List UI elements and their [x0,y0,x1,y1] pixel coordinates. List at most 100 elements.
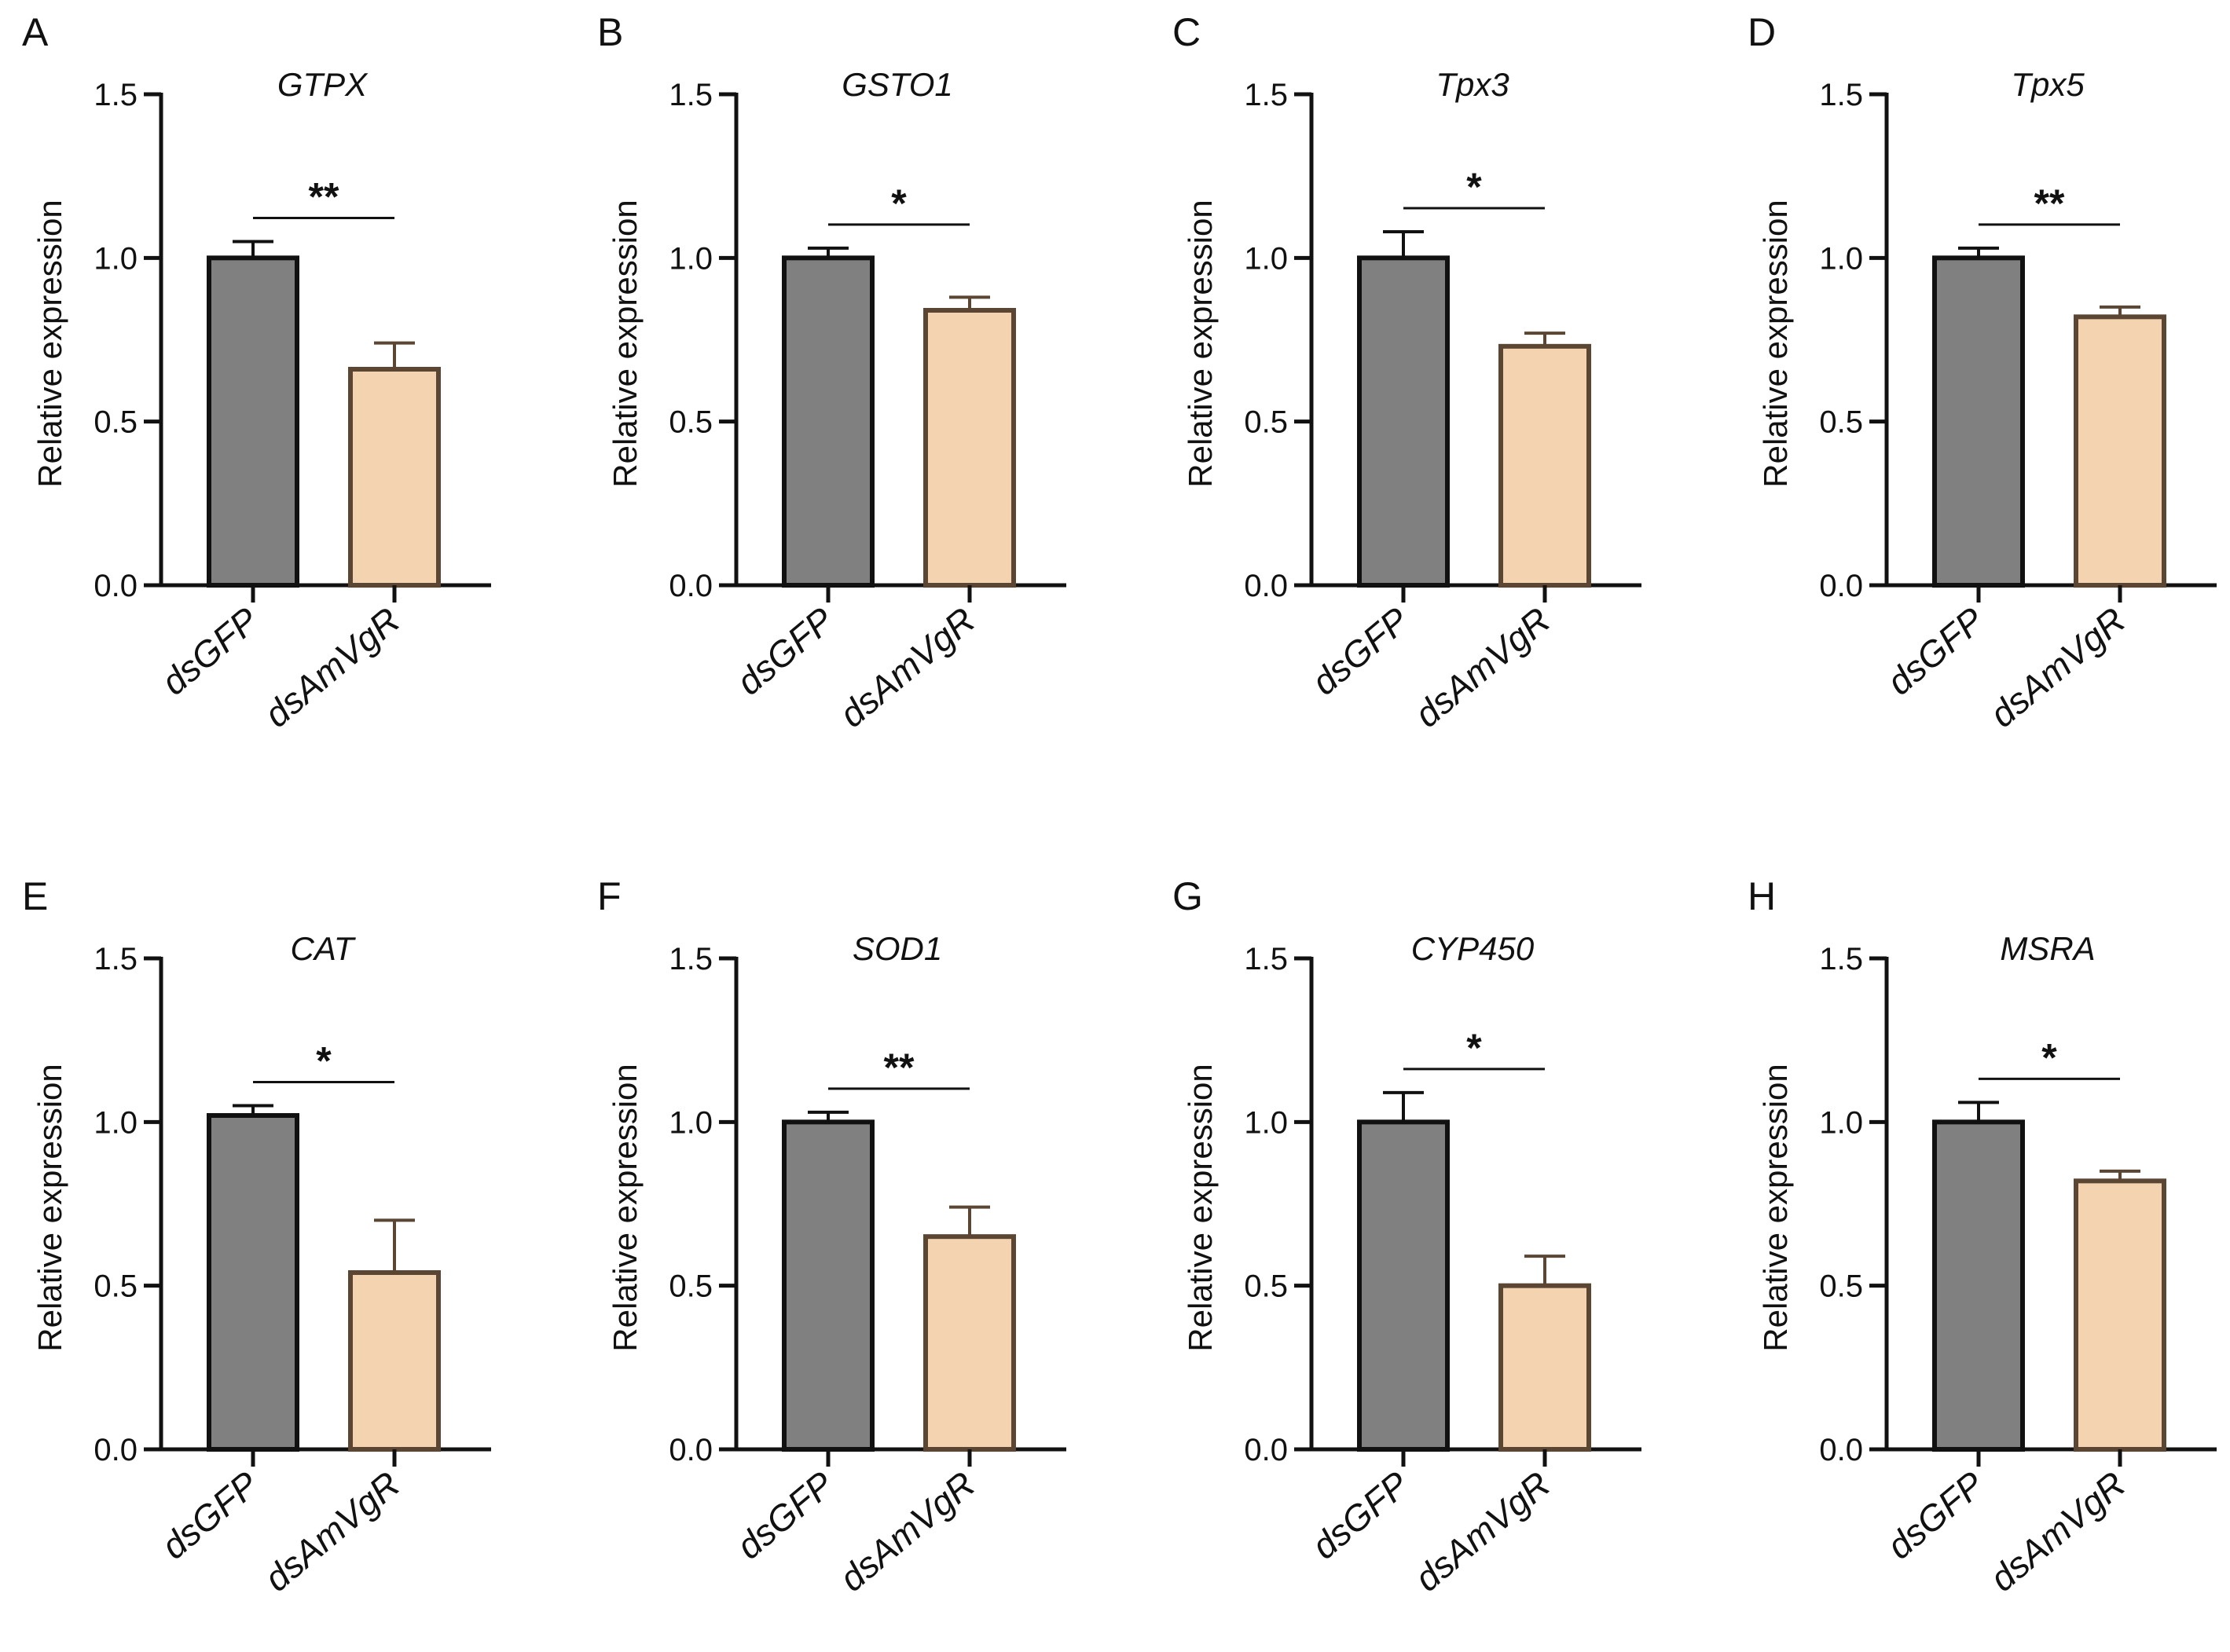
x-tick-label-dsGFP: dsGFP [1879,599,1991,703]
chart-title: Tpx5 [2011,66,2085,103]
y-tick-label: 0.0 [1244,1433,1288,1467]
panel-h: H MSRA Relative expression 0.0 0.5 1.0 1.5 dsGF… [1748,874,2217,1599]
bar-dsGFP [1357,1119,1450,1452]
x-tick-label-dsGFP: dsGFP [1304,1463,1416,1567]
x-tick-label-dsGFP: dsGFP [153,599,266,703]
y-tick-label: 0.0 [669,569,713,603]
chart-title: SOD1 [853,930,942,967]
y-tick-label: 1.0 [1819,1105,1863,1140]
x-tick-label-dsGFP: dsGFP [1879,1463,1991,1567]
significance-marker: * [316,1039,332,1083]
x-tick-label-dsGFP: dsGFP [728,599,841,703]
bar-dsAmVgR [923,308,1016,588]
panel-b: B GSTO1 Relative expression 0.0 0.5 1.0 1.5 dsG… [597,10,1066,735]
y-tick-label: 1.0 [1819,241,1863,276]
bar-dsGFP [782,255,875,588]
bar-dsGFP [1932,255,2025,588]
x-tick-label-dsGFP: dsGFP [1304,599,1416,703]
y-tick-label: 0.5 [1244,405,1288,440]
significance-marker: * [2041,1035,2057,1079]
y-tick-label: 0.0 [1244,569,1288,603]
chart-title: CYP450 [1411,930,1535,967]
x-tick-label-dsAmVgR: dsAmVgR [1982,599,2133,735]
y-tick-label: 1.5 [1819,942,1863,976]
y-tick-label: 0.0 [94,1433,138,1467]
y-tick-label: 0.5 [94,405,138,440]
panel-letter: F [597,874,622,918]
bar-dsAmVgR [2074,314,2166,588]
y-tick-label: 0.5 [1819,405,1863,440]
significance-marker: ** [309,175,339,219]
panel-letter: H [1748,874,1776,918]
bar-dsAmVgR [1498,1283,1591,1452]
y-tick-label: 0.0 [1819,1433,1863,1467]
y-tick-label: 1.5 [1819,78,1863,112]
y-tick-label: 1.0 [94,1105,138,1140]
y-axis-label: Relative expression [1757,200,1794,488]
bar-dsAmVgR [2074,1178,2166,1452]
y-tick-label: 1.5 [1244,942,1288,976]
y-tick-label: 1.5 [669,78,713,112]
y-axis-label: Relative expression [607,1064,644,1352]
y-tick-label: 1.0 [1244,241,1288,276]
panel-c: C Tpx3 Relative expression 0.0 0.5 1.0 1.5 dsGF… [1172,10,1641,735]
y-axis-label: Relative expression [31,200,68,488]
bar-dsGFP [207,255,299,588]
x-tick-label-dsAmVgR: dsAmVgR [1407,1463,1557,1599]
y-tick-label: 0.5 [1819,1269,1863,1304]
bar-dsAmVgR [1498,343,1591,588]
x-tick-label-dsAmVgR: dsAmVgR [1982,1463,2133,1599]
y-axis-label: Relative expression [1182,200,1219,488]
chart-title: MSRA [2000,930,2095,967]
y-tick-label: 1.0 [1244,1105,1288,1140]
chart-title: Tpx3 [1436,66,1509,103]
y-axis-label: Relative expression [31,1064,68,1352]
chart-title: GTPX [277,66,369,103]
y-axis-label: Relative expression [1757,1064,1794,1352]
bar-dsAmVgR [348,367,441,588]
significance-marker: * [1466,165,1482,209]
panel-d: D Tpx5 Relative expression 0.0 0.5 1.0 1.5 dsGF… [1748,10,2217,735]
x-tick-label-dsAmVgR: dsAmVgR [831,599,982,735]
chart-title: CAT [291,930,357,967]
y-tick-label: 1.0 [669,1105,713,1140]
y-tick-label: 1.5 [94,942,138,976]
panel-letter: D [1748,10,1776,54]
panel-letter: E [22,874,48,918]
x-tick-label-dsAmVgR: dsAmVgR [1407,599,1557,735]
y-tick-label: 1.5 [669,942,713,976]
bar-dsGFP [782,1119,875,1452]
x-tick-label-dsGFP: dsGFP [728,1463,841,1567]
panel-letter: G [1172,874,1203,918]
significance-marker: ** [2034,181,2065,225]
y-axis-label: Relative expression [607,200,644,488]
y-tick-label: 1.5 [94,78,138,112]
bar-dsAmVgR [348,1270,441,1452]
panel-a: A GTPX Relative expression 0.0 0.5 1.0 1.5 dsGF… [22,10,491,735]
panel-g: G CYP450 Relative expression 0.0 0.5 1.0 1.5 ds… [1172,874,1641,1599]
y-tick-label: 0.5 [94,1269,138,1304]
bar-dsGFP [207,1113,299,1452]
chart-title: GSTO1 [842,66,953,103]
x-tick-label-dsAmVgR: dsAmVgR [831,1463,982,1599]
y-tick-label: 0.5 [669,1269,713,1304]
significance-marker: ** [884,1046,915,1090]
panel-letter: C [1172,10,1201,54]
y-tick-label: 1.5 [1244,78,1288,112]
bar-dsAmVgR [923,1234,1016,1452]
y-tick-label: 0.0 [94,569,138,603]
bar-dsGFP [1357,255,1450,588]
y-axis-label: Relative expression [1182,1064,1219,1352]
bar-dsGFP [1932,1119,2025,1452]
x-tick-label-dsAmVgR: dsAmVgR [256,1463,407,1599]
y-tick-label: 1.0 [94,241,138,276]
significance-marker: * [1466,1026,1482,1070]
y-tick-label: 0.5 [1244,1269,1288,1304]
x-tick-label-dsAmVgR: dsAmVgR [256,599,407,735]
y-tick-label: 0.0 [1819,569,1863,603]
panel-letter: A [22,10,49,54]
panel-f: F SOD1 Relative expression 0.0 0.5 1.0 1.5 dsGF… [597,874,1066,1599]
panel-e: E CAT Relative expression 0.0 0.5 1.0 1.5 dsGFP… [22,874,491,1599]
x-tick-label-dsGFP: dsGFP [153,1463,266,1567]
